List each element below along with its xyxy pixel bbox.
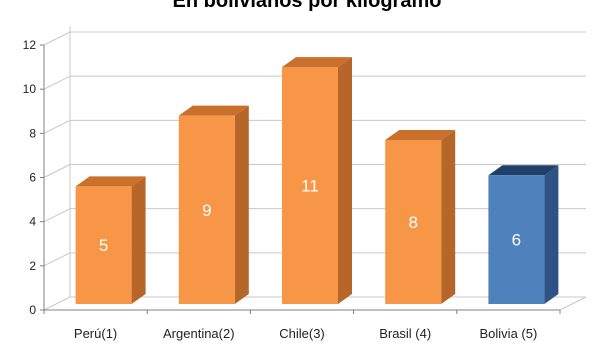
y-tick-label: 2 [29, 259, 36, 273]
bar-top [385, 129, 456, 140]
y-tick-label: 0 [29, 303, 36, 317]
bar-side [131, 176, 146, 304]
floor-right-edge [559, 296, 587, 311]
bar-top [282, 57, 352, 68]
y-tick-label: 12 [23, 38, 37, 52]
y-tick-label: 8 [29, 126, 36, 140]
y-tick-label: 6 [29, 171, 36, 185]
x-tick-label: Chile(3) [279, 326, 325, 341]
bar [178, 115, 235, 305]
chart-title: En bolivianos por kilogramo [173, 0, 442, 12]
bar-side [544, 165, 559, 304]
data-label: 6 [512, 231, 521, 250]
data-label: 5 [99, 236, 108, 255]
x-tick-label: Argentina(2) [163, 326, 235, 341]
y-tick-label: 10 [23, 82, 37, 96]
gridline-depth [43, 252, 71, 267]
bar-top [178, 105, 249, 116]
bar-top [75, 176, 146, 187]
bar [385, 139, 442, 304]
x-tick-label: Perú(1) [74, 326, 117, 341]
gridline-depth [43, 31, 71, 46]
gridline-depth [43, 75, 71, 90]
gridline-depth [43, 296, 71, 311]
bar [488, 175, 545, 304]
bar-side [338, 57, 352, 305]
bar [282, 67, 338, 304]
gridline-depth [43, 164, 71, 178]
bar [75, 186, 132, 304]
y-tick-label: 4 [29, 215, 36, 229]
labels: 0 2 4 6 8 10 12 5 Perú(1) 9 Argentina(2) 11 Chile(3)… [23, 38, 538, 341]
bar-side [441, 129, 456, 304]
bar-side [234, 105, 249, 305]
gridline-depth [43, 208, 71, 223]
bars [75, 57, 559, 305]
x-tick-label: Bolivia (5) [480, 326, 538, 341]
data-label: 9 [202, 201, 211, 220]
bar-top [488, 165, 559, 176]
axes [40, 44, 561, 314]
data-label: 8 [408, 213, 417, 232]
data-label: 11 [301, 177, 319, 196]
x-tick-label: Brasil (4) [379, 326, 431, 341]
gridline-depth [43, 119, 71, 134]
